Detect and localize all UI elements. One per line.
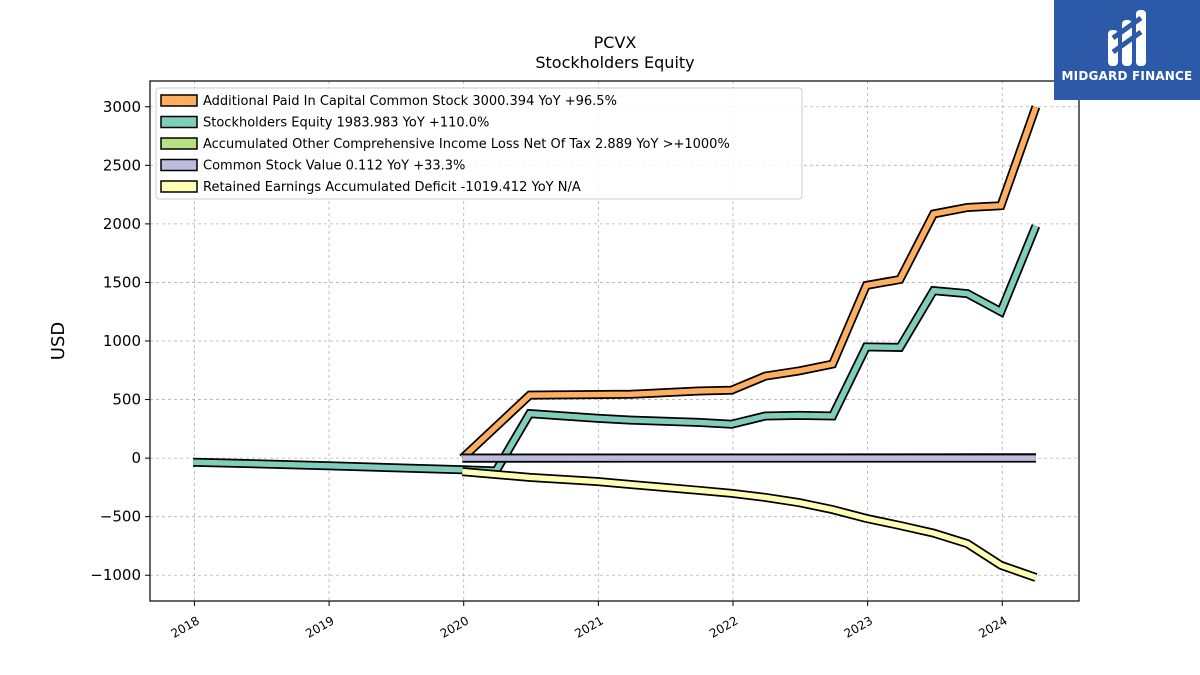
y-tick-label: 3000 bbox=[103, 98, 141, 116]
x-tick-label: 2020 bbox=[438, 613, 471, 640]
legend-swatch bbox=[160, 115, 198, 129]
legend-swatch bbox=[160, 158, 198, 172]
x-tick-label: 2021 bbox=[572, 613, 605, 640]
x-tick-label: 2024 bbox=[976, 613, 1009, 640]
y-tick-label: −1000 bbox=[90, 566, 141, 584]
legend-box bbox=[155, 87, 803, 200]
chart-title: PCVX bbox=[594, 33, 637, 52]
x-axis: 2018 2019 2020 2021 2022 2023 2024 bbox=[168, 601, 1010, 641]
legend: Additional Paid In Capital Common Stock … bbox=[155, 87, 803, 200]
y-tick-label: 1000 bbox=[103, 332, 141, 350]
series-line bbox=[460, 105, 1039, 461]
y-tick-label: 1500 bbox=[103, 273, 141, 291]
legend-swatch bbox=[160, 137, 198, 150]
y-tick-label: 2000 bbox=[103, 215, 141, 233]
series-outline bbox=[462, 467, 1038, 582]
chart-subtitle: Stockholders Equity bbox=[535, 53, 694, 72]
legend-label: Additional Paid In Capital Common Stock … bbox=[203, 94, 617, 109]
legend-label: Common Stock Value 0.112 YoY +33.3% bbox=[203, 159, 465, 174]
legend-swatch bbox=[160, 180, 198, 193]
y-tick-label: −500 bbox=[100, 508, 141, 526]
logo-text: MIDGARD FINANCE bbox=[1061, 69, 1193, 83]
x-tick-label: 2018 bbox=[168, 613, 201, 640]
midgard-finance-logo: MIDGARD FINANCE bbox=[1054, 0, 1200, 100]
x-tick-label: 2022 bbox=[707, 613, 740, 640]
legend-label: Accumulated Other Comprehensive Income L… bbox=[203, 137, 730, 152]
x-tick-label: 2023 bbox=[842, 613, 875, 640]
series-lines bbox=[192, 105, 1041, 582]
y-tick-label: 2500 bbox=[103, 156, 141, 174]
y-tick-label: 500 bbox=[112, 391, 141, 409]
logo-mark-icon bbox=[1108, 10, 1146, 66]
x-tick-label: 2019 bbox=[303, 613, 336, 640]
legend-label: Retained Earnings Accumulated Deficit -1… bbox=[203, 180, 581, 195]
y-axis-label: USD bbox=[48, 322, 69, 360]
legend-label: Stockholders Equity 1983.983 YoY +110.0% bbox=[203, 116, 489, 131]
legend-swatch bbox=[160, 94, 198, 107]
y-axis: −1000 −500 0 500 1000 1500 2000 2500 3000 bbox=[90, 98, 150, 584]
y-tick-label: 0 bbox=[131, 449, 141, 467]
series-line bbox=[462, 468, 1037, 581]
